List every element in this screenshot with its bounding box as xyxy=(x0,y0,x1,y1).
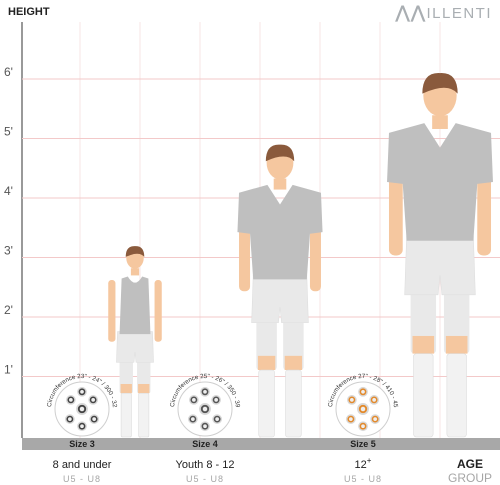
knee-right xyxy=(445,335,468,354)
arm-right xyxy=(154,280,162,342)
hair xyxy=(265,144,295,162)
ball-panel-center xyxy=(350,398,354,402)
ball-spec-text: Circumference 23" - 24" / 300 - 320 gram… xyxy=(0,0,118,408)
ball-panel-center xyxy=(80,424,84,429)
league-label: U5 - U8 xyxy=(344,474,382,484)
ball-panel-center xyxy=(361,424,365,429)
ball-panel-center xyxy=(192,398,196,402)
y-tick-label: 5' xyxy=(4,125,13,139)
shorts xyxy=(404,235,476,296)
sock-right xyxy=(285,369,302,438)
knee-left xyxy=(120,383,132,394)
age-group-label: Youth 8 - 12 xyxy=(176,459,235,471)
legend-group-label: GROUP xyxy=(448,471,492,485)
ball-size-label: Size 4 xyxy=(192,439,218,449)
ball-panel-center xyxy=(360,406,366,412)
age-group-label: 12+ xyxy=(355,456,372,471)
shirt xyxy=(387,123,493,241)
shorts xyxy=(116,331,154,363)
y-tick-label: 4' xyxy=(4,184,13,198)
y-tick-label: 3' xyxy=(4,244,13,258)
knee-left xyxy=(412,335,435,354)
knee-right xyxy=(284,355,303,371)
age-group-label: 8 and under xyxy=(53,459,112,471)
arm-left xyxy=(108,280,116,342)
ball-panel-center xyxy=(92,417,96,421)
player-figure-adult xyxy=(387,73,493,438)
sock-left xyxy=(120,392,132,438)
neck xyxy=(130,268,140,276)
ball-panel-center xyxy=(214,398,218,402)
neck xyxy=(432,115,448,129)
shirt xyxy=(119,276,151,335)
neck xyxy=(273,178,287,190)
ball-panel-center xyxy=(79,406,85,412)
shirt xyxy=(237,184,323,280)
league-label: U5 - U8 xyxy=(186,474,224,484)
ball-panel-center xyxy=(349,417,353,421)
knee-left xyxy=(257,355,276,371)
ball-panel-center xyxy=(203,389,207,394)
ball-panel-center xyxy=(69,398,73,402)
sock-left xyxy=(413,353,434,438)
brand-mark-icon: ⋀⋀ xyxy=(395,3,427,22)
player-figure-youth xyxy=(237,144,323,438)
ball-size-label: Size 3 xyxy=(69,439,95,449)
hair xyxy=(125,246,145,257)
ball-size-label: Size 5 xyxy=(350,439,376,449)
age-group-superscript: + xyxy=(367,456,372,465)
ball-panel-center xyxy=(202,406,208,412)
ball-panel-center xyxy=(215,417,219,421)
shorts xyxy=(251,275,309,324)
knee-right xyxy=(138,383,150,394)
sock-right xyxy=(446,353,467,438)
ball-panel-center xyxy=(203,424,207,429)
ball-panel-center xyxy=(68,417,72,421)
ball-panel-center xyxy=(80,389,84,394)
ball-panel-center xyxy=(372,398,376,402)
player-figure-u8 xyxy=(108,246,162,438)
page-title: HEIGHT xyxy=(8,6,50,18)
ball-panel-center xyxy=(191,417,195,421)
brand-name: ILLENTI xyxy=(426,5,492,22)
ground-bar xyxy=(22,438,500,450)
ball-panel-center xyxy=(91,398,95,402)
y-tick-label: 6' xyxy=(4,65,13,79)
legend-age-label: AGE xyxy=(457,457,483,471)
ball-panel-center xyxy=(373,417,377,421)
ball-panel-center xyxy=(361,389,365,394)
ball-spec-textpath: Circumference 23" - 24" / 300 - 320 gram… xyxy=(0,0,118,408)
hair xyxy=(422,73,458,94)
soccer-ball-u8: Circumference 23" - 24" / 300 - 320 gram… xyxy=(0,0,118,437)
y-tick-label: 2' xyxy=(4,303,13,317)
y-tick-label: 1' xyxy=(4,363,13,377)
brand-logo: ⋀⋀ILLENTI xyxy=(396,3,492,23)
sock-right xyxy=(138,392,150,438)
league-label: U5 - U8 xyxy=(63,474,101,484)
sock-left xyxy=(258,369,275,438)
